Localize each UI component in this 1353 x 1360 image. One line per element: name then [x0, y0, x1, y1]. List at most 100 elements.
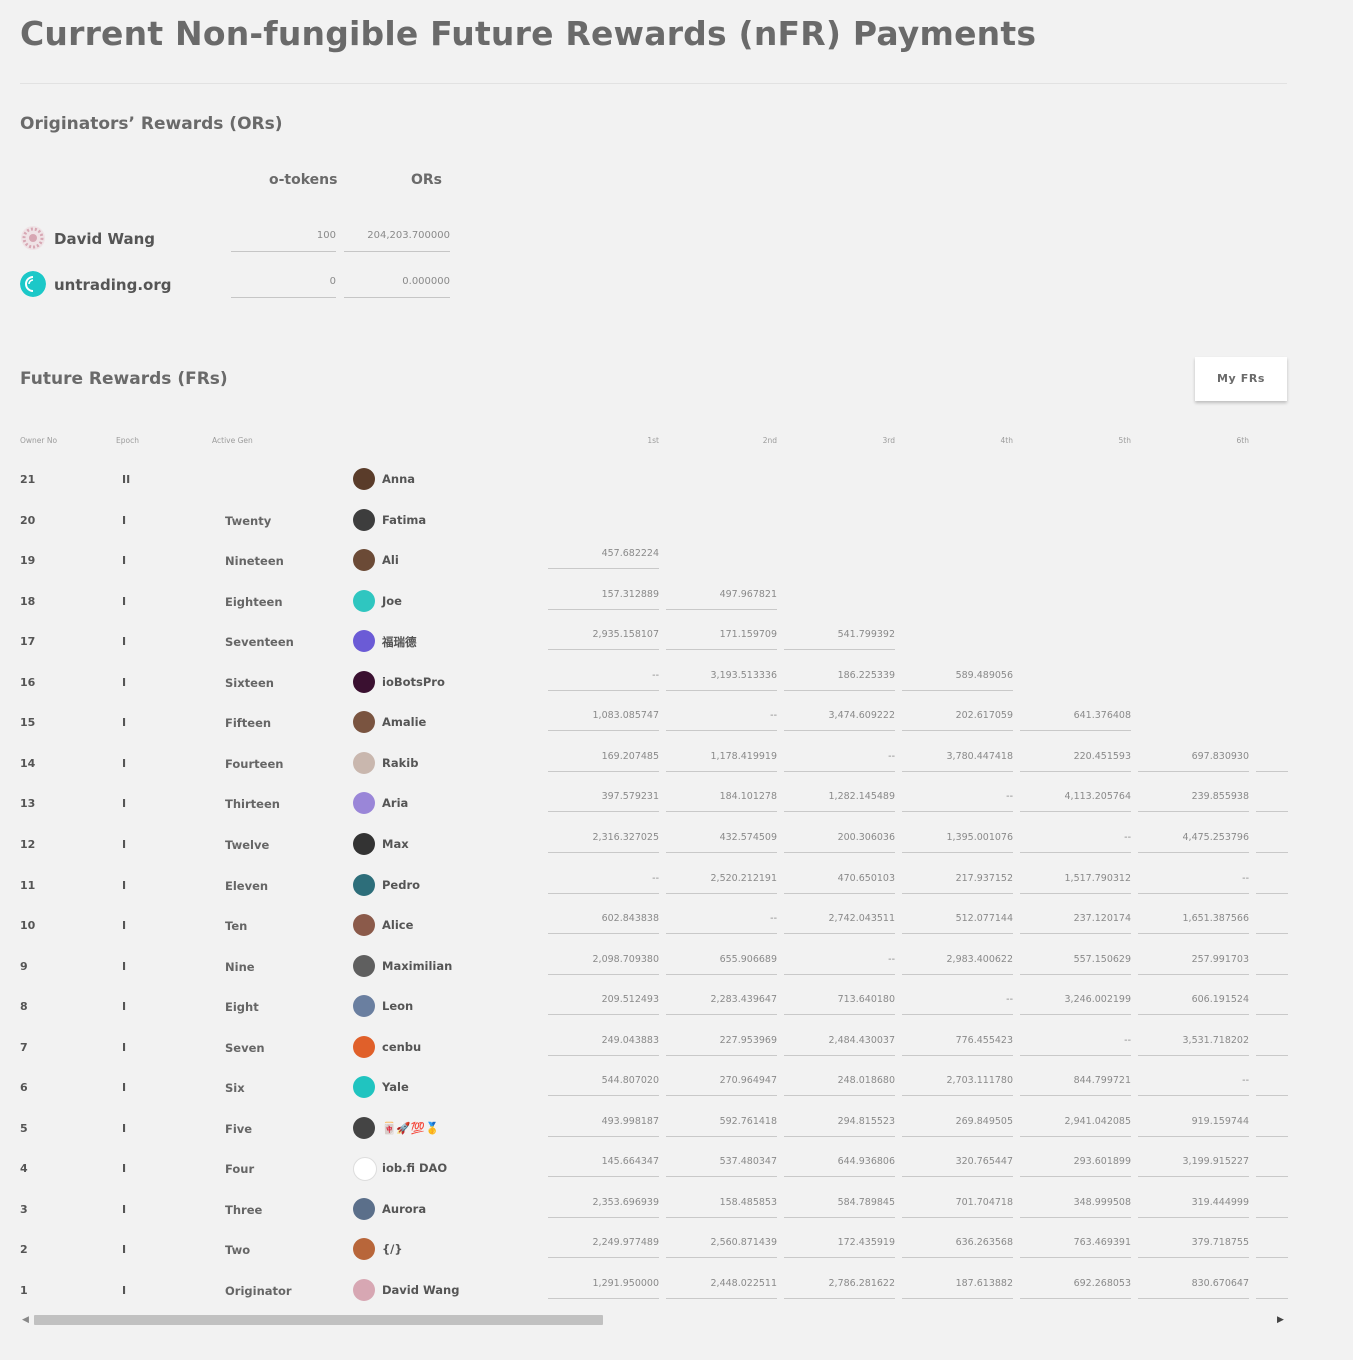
my-frs-button[interactable]: My FRs — [1195, 357, 1287, 401]
owner-avatar[interactable] — [353, 1116, 375, 1139]
owner-avatar[interactable] — [353, 873, 375, 896]
owner-name[interactable]: Yale — [382, 1080, 409, 1095]
active-gen-cell: Nineteen — [225, 554, 284, 569]
active-gen-cell: Five — [225, 1121, 253, 1136]
owner-name[interactable]: {/} — [382, 1242, 403, 1257]
owner-name[interactable]: Rakib — [382, 755, 419, 770]
reward-value-cell: -- — [1020, 830, 1131, 853]
reward-value-cell: 184.101278 — [666, 789, 777, 813]
active-gen-cell: Originator — [225, 1284, 292, 1298]
epoch-cell: I — [122, 797, 127, 811]
reward-value-cell: 557.150629 — [1020, 952, 1131, 975]
owner-name[interactable]: Amalie — [382, 715, 427, 730]
reward-value-cell: 830.670647 — [1138, 1276, 1249, 1299]
table-row: 3 I Three Aurora 2,353.696939 158.485853 584.7… — [0, 1189, 1300, 1229]
owner-avatar[interactable] — [353, 549, 375, 572]
reward-value-cell: 1,083.085747 — [548, 708, 659, 732]
owner-avatar[interactable] — [353, 1279, 375, 1301]
owner-avatar[interactable] — [353, 914, 375, 937]
table-row: 1 I Originator David Wang 1,291.950000 2,448.… — [0, 1270, 1300, 1310]
owner-avatar[interactable] — [353, 995, 375, 1018]
owner-name[interactable]: Anna — [382, 472, 416, 486]
active-gen-cell: Seven — [225, 1040, 265, 1055]
owner-name[interactable]: Max — [382, 836, 409, 851]
owner-avatar[interactable] — [353, 954, 375, 977]
owner-name[interactable]: 福瑞德 — [382, 635, 417, 650]
reward-value-cell: -- — [1138, 871, 1249, 894]
owner-avatar[interactable] — [353, 711, 375, 734]
reward-value-cell: 3,474.609222 — [784, 708, 895, 732]
reward-value-cell: 655.906689 — [666, 952, 777, 975]
owner-name[interactable]: Pedro — [382, 877, 421, 892]
scroll-left-arrow-icon[interactable]: ◀ — [22, 1315, 29, 1325]
owner-name[interactable]: Aurora — [382, 1201, 427, 1216]
epoch-cell: I — [122, 756, 127, 770]
owner-avatar[interactable] — [353, 670, 375, 693]
owner-avatar[interactable] — [353, 589, 375, 612]
gen-2nd-column-header: 2nd — [762, 436, 777, 445]
owner-avatar[interactable] — [353, 1238, 375, 1261]
scroll-right-arrow-icon[interactable]: ▶ — [1277, 1315, 1284, 1325]
owner-name[interactable]: Leon — [382, 999, 414, 1014]
reward-value-cell: 1,517.790312 — [1020, 871, 1131, 894]
owner-name[interactable]: David Wang — [382, 1283, 460, 1297]
originator-name: David Wang — [54, 230, 156, 248]
owner-avatar[interactable] — [353, 1157, 377, 1182]
owner-avatar[interactable] — [353, 1076, 375, 1099]
epoch-cell: I — [122, 1081, 127, 1095]
owner-avatar[interactable] — [353, 751, 375, 774]
horizontal-scrollbar[interactable] — [34, 1315, 1270, 1325]
owner-name[interactable]: iob.fi DAO — [382, 1161, 448, 1176]
owner-name[interactable]: 🀄🚀💯🥇 — [382, 1120, 440, 1135]
reward-value-cell-clipped — [1256, 830, 1288, 853]
owner-no-cell: 4 — [20, 1162, 28, 1176]
reward-value-cell: 537.480347 — [666, 1154, 777, 1178]
owner-name[interactable]: Fatima — [382, 512, 427, 527]
reward-value-cell-clipped — [1256, 1195, 1288, 1218]
owner-avatar[interactable] — [353, 1197, 375, 1220]
owner-no-cell: 7 — [20, 1040, 28, 1054]
owner-avatar[interactable] — [353, 508, 375, 531]
owner-name[interactable]: Alice — [382, 918, 414, 933]
table-row: 18 I Eighteen Joe 157.312889 497.967821 — [0, 581, 1300, 621]
epoch-cell: I — [122, 675, 127, 689]
reward-value-cell: 237.120174 — [1020, 911, 1131, 935]
owner-avatar[interactable] — [353, 468, 375, 490]
reward-value-cell: 2,484.430037 — [784, 1033, 895, 1056]
owner-no-cell: 14 — [20, 756, 36, 770]
reward-value-cell: 541.799392 — [784, 627, 895, 651]
reward-value-cell: 2,520.212191 — [666, 871, 777, 894]
owner-avatar[interactable] — [353, 832, 375, 855]
owner-name[interactable]: Maximilian — [382, 958, 453, 973]
table-row: 2 I Two {/} 2,249.977489 2,560.871439 172.4359… — [0, 1229, 1300, 1269]
scrollbar-thumb[interactable] — [34, 1315, 603, 1325]
owner-avatar[interactable] — [353, 792, 375, 815]
reward-value-cell: 209.512493 — [548, 992, 659, 1016]
owner-avatar[interactable] — [353, 1035, 375, 1058]
reward-value-cell: -- — [902, 789, 1013, 813]
reward-value-cell: 1,395.001076 — [902, 830, 1013, 853]
o-tokens-value: 0 — [231, 273, 336, 298]
reward-value-cell: 2,935.158107 — [548, 627, 659, 651]
reward-value-cell: 2,983.400622 — [902, 952, 1013, 975]
reward-value-cell: 171.159709 — [666, 627, 777, 651]
reward-value-cell: 293.601899 — [1020, 1154, 1131, 1178]
owner-name[interactable]: Ali — [382, 553, 399, 568]
reward-value-cell: 432.574509 — [666, 830, 777, 853]
ors-value: 0.000000 — [344, 273, 450, 298]
reward-value-cell: 641.376408 — [1020, 708, 1131, 732]
gen-6th-column-header: 6th — [1236, 436, 1249, 445]
reward-value-cell: 763.469391 — [1020, 1235, 1131, 1259]
owner-name[interactable]: Aria — [382, 796, 409, 811]
owner-no-cell: 6 — [20, 1081, 28, 1095]
owner-avatar[interactable] — [353, 630, 375, 653]
owner-name[interactable]: Joe — [382, 593, 402, 608]
reward-value-cell: 2,353.696939 — [548, 1195, 659, 1218]
originator-row: untrading.org 0 0.000000 — [20, 271, 460, 299]
epoch-cell: I — [122, 1000, 127, 1014]
reward-value-cell: 270.964947 — [666, 1073, 777, 1097]
reward-value-cell: 3,246.002199 — [1020, 992, 1131, 1016]
owner-name[interactable]: cenbu — [382, 1039, 422, 1054]
epoch-cell: I — [122, 554, 127, 568]
owner-name[interactable]: ioBotsPro — [382, 674, 445, 689]
